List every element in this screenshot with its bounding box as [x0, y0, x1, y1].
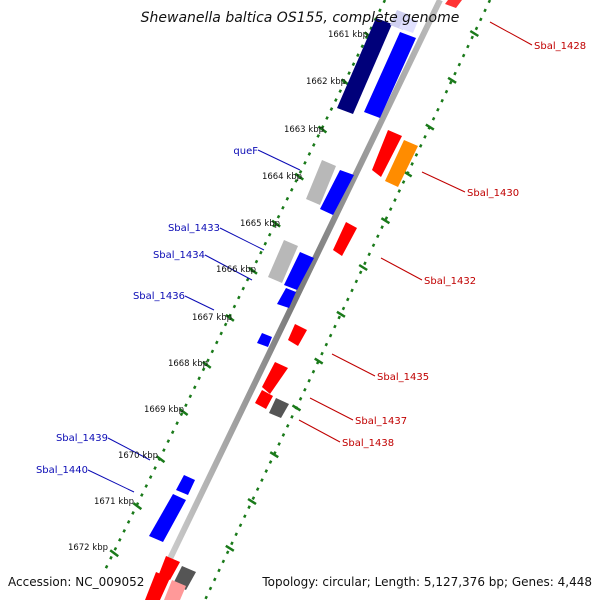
accession-text: Accession: NC_009052 — [8, 575, 144, 589]
gene-forward-5-blue — [320, 170, 354, 215]
kbp-label: 1671 kbp — [94, 497, 134, 507]
major-tick-inner — [109, 549, 119, 558]
gene-reverse-0-sbal1428 — [445, 0, 462, 8]
kbp-label: 1666 kbp — [216, 265, 256, 275]
gene-label-sbal-1439[interactable]: Sbal_1439 — [56, 433, 108, 444]
gene-label-sbal-1440[interactable]: Sbal_1440 — [36, 465, 88, 476]
gene-label-sbal-1434[interactable]: Sbal_1434 — [153, 250, 205, 261]
major-tick-outer — [269, 451, 279, 459]
gene-reverse-7-sbal1438 — [269, 398, 289, 418]
genome-backbone — [147, 0, 443, 600]
kbp-label: 1669 kbp — [144, 405, 184, 415]
major-tick-outer — [336, 310, 346, 318]
gene-forward-6-sbal1433 — [268, 240, 298, 283]
gene-label-sbal-1435[interactable]: Sbal_1435 — [377, 372, 429, 383]
gene-forward-9-blue — [257, 333, 272, 347]
major-tick-inner — [225, 313, 235, 322]
kbp-label: 1672 kbp — [68, 543, 108, 553]
gene-label-sbal-1437[interactable]: Sbal_1437 — [355, 416, 407, 427]
gene-labels-left: queF Sbal_1433 Sbal_1434 Sbal_1436 Sbal_… — [36, 146, 258, 476]
kbp-label: 1665 kbp — [240, 219, 280, 229]
kbp-label: 1668 kbp — [168, 359, 208, 369]
major-tick-outer — [469, 29, 479, 38]
reverse-strand-genes — [145, 0, 462, 600]
kbp-label: 1661 kbp — [328, 30, 368, 40]
major-tick-inner — [178, 407, 189, 416]
kbp-label: 1663 kbp — [284, 125, 324, 135]
major-tick-inner — [155, 455, 166, 464]
gene-forward-2-blue — [364, 32, 416, 118]
major-tick-inner — [132, 502, 143, 511]
gene-forward-8-blue — [277, 288, 296, 308]
gene-label-sbal-1428[interactable]: Sbal_1428 — [534, 41, 586, 52]
gene-forward-3-lavender — [399, 16, 418, 33]
gene-forward-0-navy — [337, 18, 392, 114]
major-tick-outer — [225, 544, 235, 552]
gene-reverse-4-red — [288, 324, 307, 346]
gene-label-sbal-1432[interactable]: Sbal_1432 — [424, 276, 476, 287]
topology-text: Topology: circular; Length: 5,127,376 bp… — [261, 575, 592, 589]
gene-label-sbal-1436[interactable]: Sbal_1436 — [133, 291, 185, 302]
major-tick-inner — [271, 219, 281, 228]
gene-reverse-1-red — [372, 130, 402, 177]
gene-reverse-10-red — [145, 572, 170, 600]
gene-forward-11-blue — [149, 494, 186, 542]
major-tick-inner — [201, 360, 212, 369]
gene-label-sbal-1430[interactable]: Sbal_1430 — [467, 188, 519, 199]
gene-label-connectors — [87, 21, 533, 493]
gene-reverse-8-red — [159, 556, 180, 580]
major-tick-outer — [380, 217, 391, 225]
major-tick-outer — [291, 404, 302, 412]
gene-label-sbal-1433[interactable]: Sbal_1433 — [168, 223, 220, 234]
gene-label-queF[interactable]: queF — [233, 146, 258, 157]
gene-reverse-5-sbal1435 — [262, 362, 288, 394]
major-tick-outer — [447, 76, 457, 84]
gene-label-sbal-1438[interactable]: Sbal_1438 — [342, 438, 394, 449]
gene-forward-4-queF — [306, 160, 336, 205]
gene-forward-7-blue — [284, 252, 314, 290]
gene-reverse-6-red — [255, 390, 273, 409]
outer-tick-track — [203, 0, 492, 600]
gene-reverse-3-sbal1432 — [333, 222, 357, 256]
major-tick-inner — [248, 266, 258, 275]
gene-labels-right: Sbal_1428 Sbal_1430 Sbal_1432 Sbal_1435 … — [342, 41, 586, 449]
kbp-label: 1662 kbp — [306, 77, 346, 87]
gene-reverse-2-sbal1430 — [385, 140, 418, 187]
major-tick-inner — [294, 172, 305, 181]
major-tick-outer — [358, 263, 368, 272]
major-tick-outer — [314, 357, 324, 365]
kbp-label: 1664 kbp — [262, 172, 302, 182]
major-tick-inner — [317, 125, 328, 134]
major-tick-outer — [425, 123, 435, 131]
gene-reverse-11-pink — [164, 580, 186, 600]
major-tick-outer — [247, 497, 257, 506]
forward-strand-genes — [149, 10, 418, 542]
gene-forward-10-blue — [176, 475, 195, 495]
kbp-label: 1667 kbp — [192, 313, 232, 323]
major-ticks — [109, 29, 479, 558]
ruler-labels: 1661 kbp 1662 kbp 1663 kbp 1664 kbp 1665… — [68, 30, 368, 553]
kbp-label: 1670 kbp — [118, 451, 158, 461]
map-title: Shewanella baltica OS155, complete genom… — [141, 10, 460, 26]
